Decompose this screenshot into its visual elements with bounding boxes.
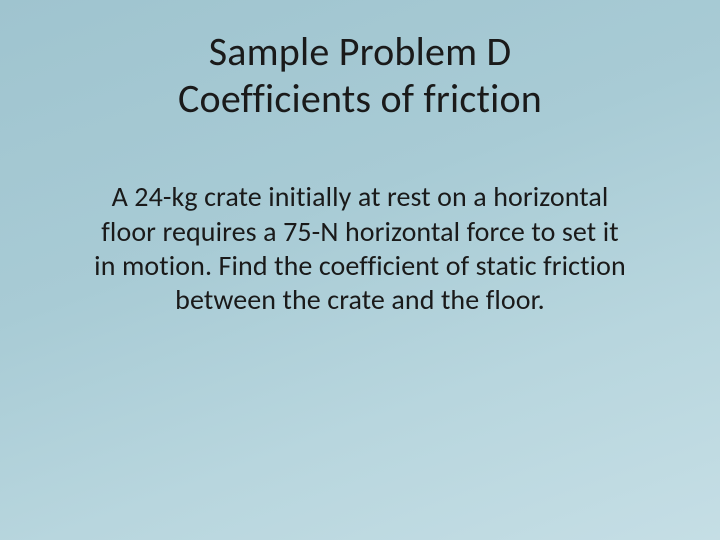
- slide-body: A 24-kg crate initially at rest on a hor…: [90, 180, 630, 317]
- title-line-2: Coefficients of friction: [178, 75, 542, 122]
- body-text: A 24-kg crate initially at rest on a hor…: [90, 180, 630, 317]
- title-line-1: Sample Problem D: [178, 28, 542, 75]
- slide: Sample Problem D Coefficients of frictio…: [0, 0, 720, 540]
- slide-title: Sample Problem D Coefficients of frictio…: [178, 28, 542, 122]
